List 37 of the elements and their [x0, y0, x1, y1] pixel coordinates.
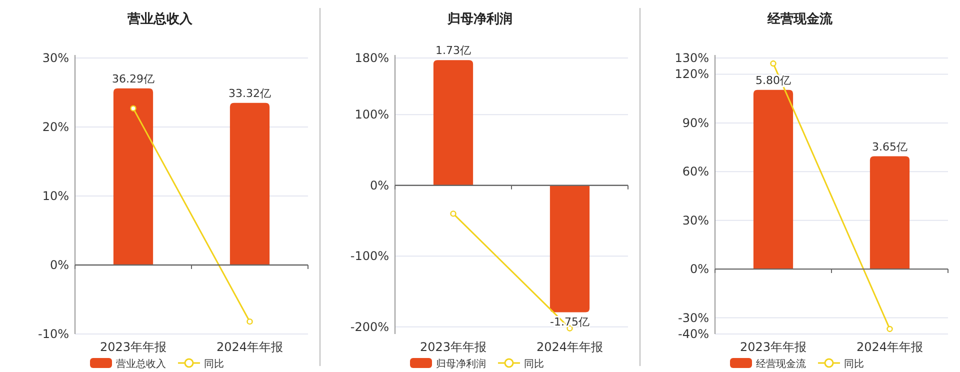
- x-tick-label: 2024年年报: [216, 340, 284, 354]
- legend-label: 经营现金流: [756, 358, 806, 370]
- y-tick-label: 30%: [42, 51, 69, 65]
- y-tick-label: -10%: [38, 327, 69, 341]
- legend-label: 营业总收入: [116, 358, 166, 370]
- y-tick-label: -40%: [678, 327, 709, 341]
- y-tick-label: 10%: [42, 189, 69, 203]
- data-label: 36.29亿: [112, 72, 154, 86]
- data-label: 3.65亿: [872, 140, 908, 154]
- y-tick-label: 30%: [682, 213, 709, 228]
- chart-title: 归母净利润: [446, 11, 512, 27]
- legend-label: 归母净利润: [436, 358, 486, 370]
- x-tick-label: 2023年年报: [740, 340, 807, 354]
- y-tick-label: 0%: [370, 178, 389, 192]
- data-label: 33.32亿: [228, 86, 271, 100]
- y-tick-label: 0%: [50, 258, 69, 272]
- legend-label: 同比: [524, 358, 544, 370]
- y-tick-label: 130%: [674, 51, 709, 65]
- x-tick-label: 2023年年报: [420, 340, 487, 354]
- y-tick-label: 90%: [682, 116, 709, 130]
- legend-label: 同比: [204, 358, 224, 370]
- x-tick-label: 2023年年报: [100, 340, 167, 354]
- y-tick-label: 0%: [690, 262, 709, 276]
- chart-title: 营业总收入: [126, 11, 194, 27]
- y-tick-label: -100%: [350, 249, 389, 264]
- y-tick-label: 100%: [354, 108, 389, 122]
- y-tick-label: -200%: [350, 320, 389, 334]
- y-tick-label: 20%: [42, 120, 69, 134]
- y-tick-label: 180%: [354, 51, 389, 65]
- x-tick-label: 2024年年报: [856, 340, 924, 354]
- y-tick-label: 60%: [682, 164, 709, 179]
- data-label: 1.73亿: [436, 44, 471, 58]
- chart-title: 经营现金流: [766, 11, 834, 27]
- y-tick-label: -30%: [678, 310, 709, 325]
- legend-label: 同比: [844, 358, 864, 370]
- y-tick-label: 120%: [674, 67, 709, 82]
- x-tick-label: 2024年年报: [536, 340, 604, 354]
